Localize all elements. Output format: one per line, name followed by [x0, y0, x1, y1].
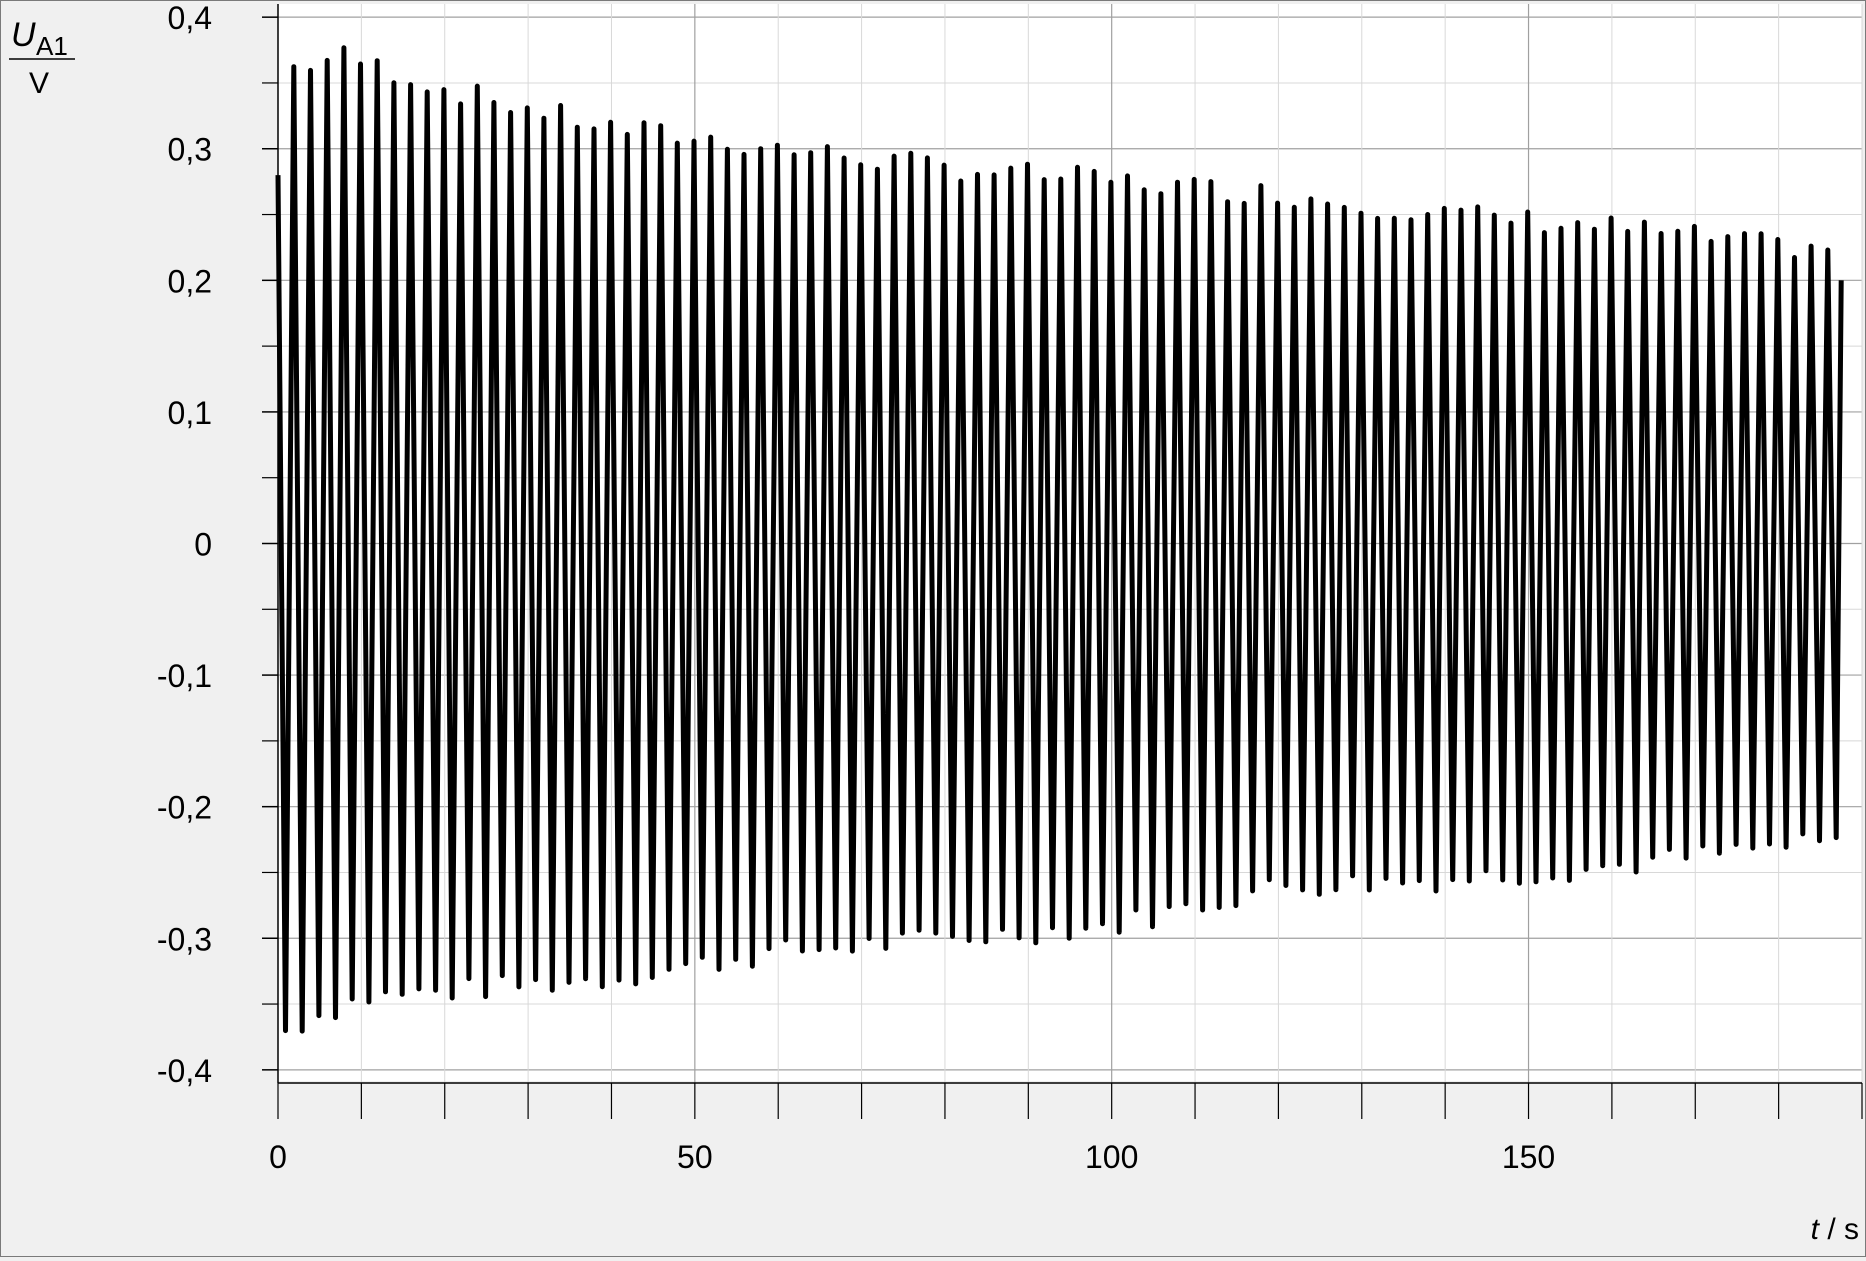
y-tick-label: 0,2	[168, 263, 212, 299]
y-tick-label: 0,3	[168, 132, 212, 168]
x-label-text: t / s	[1811, 1213, 1859, 1246]
y-tick-label: -0,4	[157, 1053, 212, 1089]
x-tick-label: 50	[677, 1139, 713, 1175]
series-line	[275, 45, 1844, 1034]
y-label-symbol: U	[11, 16, 36, 54]
x-axis-label: t / s	[1811, 1213, 1859, 1246]
x-tick-label: 150	[1502, 1139, 1555, 1175]
y-tick-labels: 0,4 0,3 0,2 0,1 0 -0,1 -0,2 -0,3 -0,4	[157, 0, 212, 1089]
y-tick-label: 0,1	[168, 395, 212, 431]
x-tick-label: 0	[269, 1139, 287, 1175]
y-tick-label: -0,1	[157, 658, 212, 694]
x-tick-labels: 0 50 100 150	[269, 1139, 1555, 1175]
axis-ticks	[262, 16, 1863, 1119]
x-tick-label: 100	[1085, 1139, 1138, 1175]
y-tick-label: -0,3	[157, 921, 212, 957]
y-tick-label: 0,4	[168, 1, 212, 36]
y-axis-label: U A1 V	[9, 16, 75, 100]
y-label-subscript: A1	[36, 31, 68, 61]
y-tick-label: 0	[194, 527, 212, 563]
y-tick-label: -0,2	[157, 790, 212, 826]
y-label-unit: V	[29, 67, 49, 100]
